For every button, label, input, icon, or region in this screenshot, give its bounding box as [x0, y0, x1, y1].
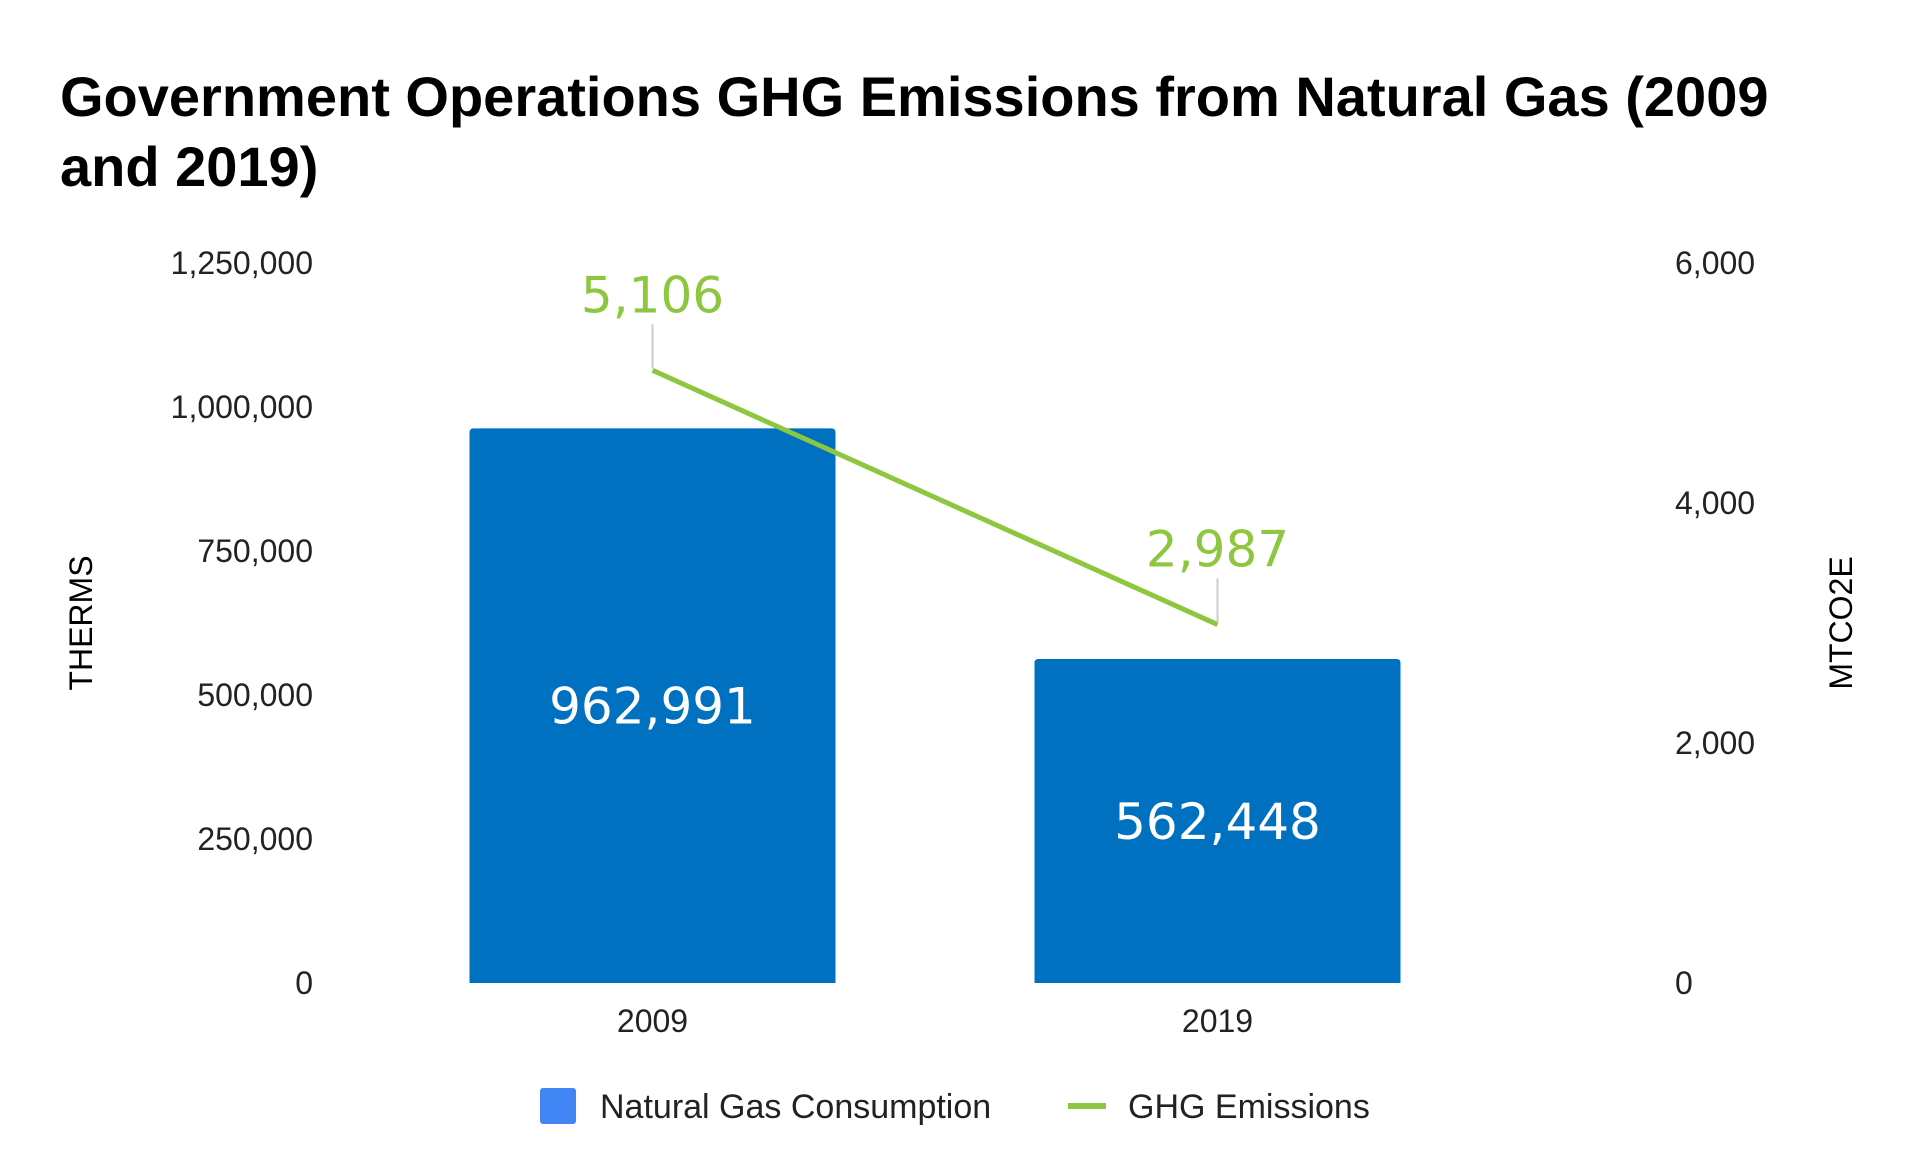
- right-axis-tick-label: 4,000: [1675, 485, 1755, 521]
- right-axis-title: MTCO2E: [1823, 556, 1859, 689]
- left-axis-tick-label: 0: [295, 965, 313, 1001]
- legend-swatch-consumption: [540, 1088, 576, 1124]
- left-axis-tick-label: 1,000,000: [171, 389, 313, 425]
- right-axis-tick-label: 6,000: [1675, 245, 1755, 281]
- bar-series: 962,991 562,448: [469, 428, 1401, 984]
- right-axis-tick-label: 0: [1675, 965, 1693, 1001]
- left-axis-tick-label: 1,250,000: [171, 245, 313, 281]
- right-y-axis: 0 2,000 4,000 6,000: [1675, 245, 1755, 1001]
- line-data-label: 5,106: [581, 266, 724, 324]
- bar-data-label: 962,991: [549, 678, 756, 736]
- left-y-axis: 0 250,000 500,000 750,000 1,000,000 1,250,000: [171, 245, 313, 1001]
- right-axis-tick-label: 2,000: [1675, 725, 1755, 761]
- chart-title: Government Operations GHG Emissions from…: [60, 65, 1769, 198]
- bar-2009: [469, 428, 836, 984]
- legend: Natural Gas Consumption GHG Emissions: [540, 1088, 1370, 1126]
- left-axis-title: THERMS: [63, 555, 99, 690]
- left-axis-tick-label: 750,000: [197, 533, 313, 569]
- legend-label-emissions: GHG Emissions: [1128, 1088, 1370, 1126]
- line-data-label: 2,987: [1146, 521, 1289, 579]
- legend-label-consumption: Natural Gas Consumption: [600, 1088, 991, 1126]
- x-axis-tick-label: 2019: [1182, 1003, 1253, 1039]
- left-axis-tick-label: 250,000: [197, 821, 313, 857]
- line-series: 5,106 2,987: [581, 266, 1289, 627]
- x-axis: 2009 2019: [617, 1003, 1253, 1039]
- left-axis-tick-label: 500,000: [197, 677, 313, 713]
- ghg-emissions-line: [651, 368, 1219, 627]
- x-axis-tick-label: 2009: [617, 1003, 688, 1039]
- bar-2019: [1034, 659, 1401, 983]
- bar-data-label: 562,448: [1114, 793, 1321, 851]
